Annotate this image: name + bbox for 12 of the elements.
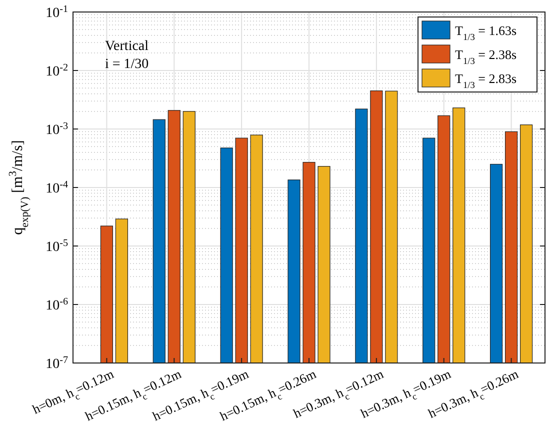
y-tick-label: 10$^{-7}$ [46, 354, 68, 372]
y-tick-label: 10$^{-5}$ [46, 238, 68, 255]
y-tick-label: 10$^{-3}$ [46, 120, 68, 138]
y-tick-label: 10$^{-6}$ [46, 296, 68, 314]
y-tick-label: 10$^{-1}$ [46, 4, 68, 21]
annotation: Vertical [105, 39, 149, 54]
legend-label: T$_{1/3}$ = 2.83s [455, 71, 517, 91]
y-tick-label: 10$^{-2}$ [46, 62, 68, 80]
annotation: i = 1/30 [105, 57, 149, 72]
legend-label: T$_{1/3}$ = 2.38s [455, 47, 517, 67]
legend-label: T$_{1/3}$ = 1.63s [455, 23, 517, 43]
y-tick-label: 10$^{-4}$ [46, 179, 68, 196]
